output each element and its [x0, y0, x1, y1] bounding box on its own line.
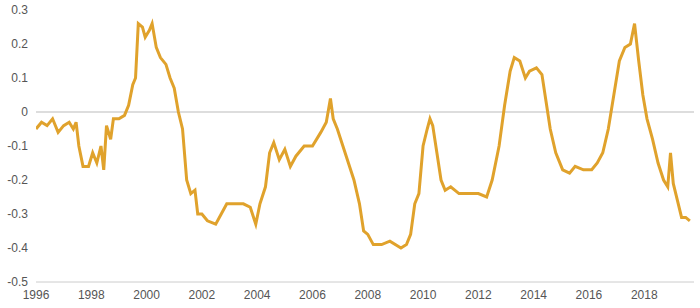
svg-text:0.2: 0.2: [11, 37, 28, 51]
svg-text:0.1: 0.1: [11, 71, 28, 85]
svg-text:2010: 2010: [410, 288, 437, 302]
svg-text:-0.3: -0.3: [8, 207, 28, 221]
svg-text:-0.2: -0.2: [8, 173, 28, 187]
svg-text:0.3: 0.3: [11, 3, 28, 17]
svg-text:-0.1: -0.1: [8, 139, 28, 153]
svg-text:2000: 2000: [133, 288, 160, 302]
svg-text:-0.5: -0.5: [8, 275, 28, 289]
svg-text:2006: 2006: [299, 288, 326, 302]
svg-text:0: 0: [21, 105, 28, 119]
svg-text:2004: 2004: [244, 288, 271, 302]
svg-text:1996: 1996: [23, 288, 50, 302]
svg-text:2014: 2014: [520, 288, 547, 302]
svg-text:2002: 2002: [189, 288, 216, 302]
svg-text:2008: 2008: [354, 288, 381, 302]
svg-text:-0.4: -0.4: [8, 241, 28, 255]
svg-text:2016: 2016: [576, 288, 603, 302]
svg-text:2018: 2018: [631, 288, 658, 302]
svg-text:2012: 2012: [465, 288, 492, 302]
svg-text:1998: 1998: [78, 288, 105, 302]
